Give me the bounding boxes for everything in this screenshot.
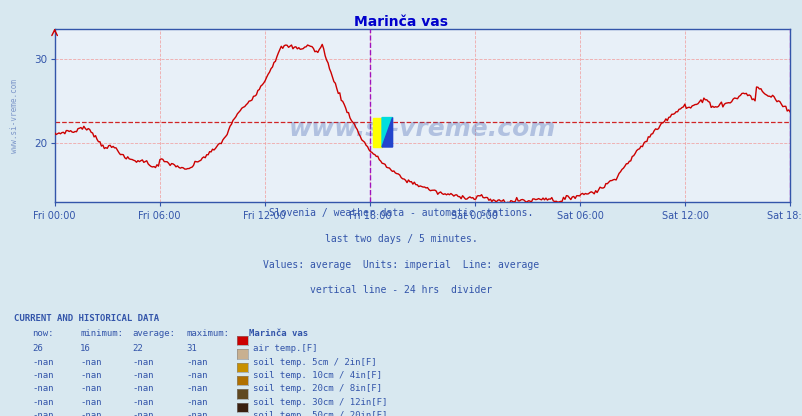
Text: 16: 16	[80, 344, 91, 354]
Text: 22: 22	[132, 344, 143, 354]
Text: -nan: -nan	[80, 411, 102, 416]
Text: -nan: -nan	[32, 398, 54, 407]
Text: average:: average:	[132, 329, 176, 338]
Text: -nan: -nan	[132, 411, 154, 416]
Text: Marinča vas: Marinča vas	[249, 329, 308, 338]
Text: -nan: -nan	[132, 358, 154, 367]
Text: last two days / 5 minutes.: last two days / 5 minutes.	[325, 234, 477, 244]
Text: -nan: -nan	[32, 358, 54, 367]
Text: Values: average  Units: imperial  Line: average: Values: average Units: imperial Line: av…	[263, 260, 539, 270]
Text: -nan: -nan	[80, 398, 102, 407]
Text: soil temp. 30cm / 12in[F]: soil temp. 30cm / 12in[F]	[253, 398, 387, 407]
Text: Marinča vas: Marinča vas	[354, 15, 448, 29]
Text: www.si-vreme.com: www.si-vreme.com	[289, 117, 555, 141]
Bar	[373, 118, 382, 147]
Text: -nan: -nan	[80, 371, 102, 380]
Text: 26: 26	[32, 344, 43, 354]
Polygon shape	[382, 118, 392, 147]
Text: vertical line - 24 hrs  divider: vertical line - 24 hrs divider	[310, 285, 492, 295]
Text: www.si-vreme.com: www.si-vreme.com	[10, 79, 18, 154]
Text: minimum:: minimum:	[80, 329, 124, 338]
Text: -nan: -nan	[132, 398, 154, 407]
Text: -nan: -nan	[132, 384, 154, 394]
Text: -nan: -nan	[32, 371, 54, 380]
Text: -nan: -nan	[132, 371, 154, 380]
Text: soil temp. 50cm / 20in[F]: soil temp. 50cm / 20in[F]	[253, 411, 387, 416]
Text: -nan: -nan	[32, 384, 54, 394]
Text: -nan: -nan	[186, 411, 208, 416]
Text: -nan: -nan	[186, 358, 208, 367]
Text: -nan: -nan	[32, 411, 54, 416]
Text: -nan: -nan	[186, 371, 208, 380]
Polygon shape	[382, 118, 392, 147]
Text: air temp.[F]: air temp.[F]	[253, 344, 317, 354]
Text: -nan: -nan	[186, 398, 208, 407]
Text: soil temp. 5cm / 2in[F]: soil temp. 5cm / 2in[F]	[253, 358, 376, 367]
Text: 31: 31	[186, 344, 196, 354]
Text: maximum:: maximum:	[186, 329, 229, 338]
Text: now:: now:	[32, 329, 54, 338]
Text: -nan: -nan	[186, 384, 208, 394]
Text: CURRENT AND HISTORICAL DATA: CURRENT AND HISTORICAL DATA	[14, 314, 160, 323]
Text: Slovenia / weather data - automatic stations.: Slovenia / weather data - automatic stat…	[269, 208, 533, 218]
Text: soil temp. 20cm / 8in[F]: soil temp. 20cm / 8in[F]	[253, 384, 382, 394]
Text: -nan: -nan	[80, 358, 102, 367]
Text: soil temp. 10cm / 4in[F]: soil temp. 10cm / 4in[F]	[253, 371, 382, 380]
Text: -nan: -nan	[80, 384, 102, 394]
